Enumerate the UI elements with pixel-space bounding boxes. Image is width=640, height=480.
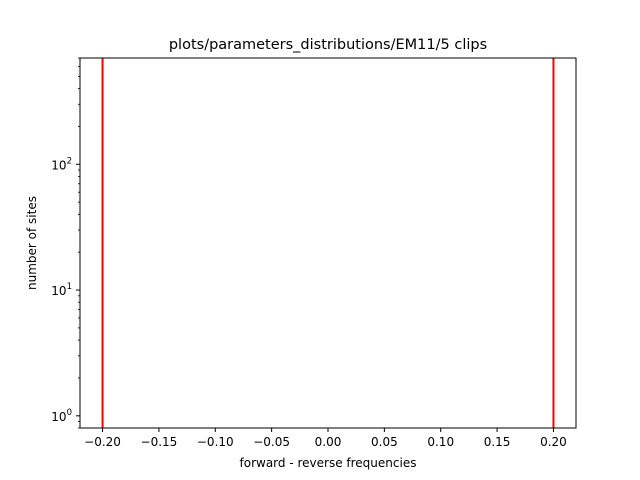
x-tick-label: 0.15 <box>484 435 511 449</box>
y-axis-label: number of sites <box>25 196 39 290</box>
y-tick-label: 100 <box>51 408 72 424</box>
x-tick-label: −0.10 <box>197 435 234 449</box>
x-axis-ticks: −0.20 −0.15 −0.10 −0.05 0.00 0.05 0.10 0.15 0.20 <box>84 428 567 449</box>
y-tick-label: 101 <box>51 282 72 298</box>
y-tick-label: 102 <box>51 156 72 172</box>
x-tick-label: −0.20 <box>84 435 121 449</box>
chart-title: plots/parameters_distributions/EM11/5 cl… <box>169 37 487 53</box>
x-axis-label: forward - reverse frequencies <box>240 456 417 470</box>
x-tick-label: 0.20 <box>540 435 567 449</box>
plot-area <box>79 57 577 429</box>
x-tick-label: −0.15 <box>141 435 178 449</box>
x-tick-label: −0.05 <box>253 435 290 449</box>
x-tick-label: 0.00 <box>315 435 342 449</box>
axes-frame <box>79 57 577 429</box>
x-tick-label: 0.05 <box>371 435 398 449</box>
y-axis-ticks: 100 101 102 <box>51 57 80 429</box>
x-tick-label: 0.10 <box>427 435 454 449</box>
